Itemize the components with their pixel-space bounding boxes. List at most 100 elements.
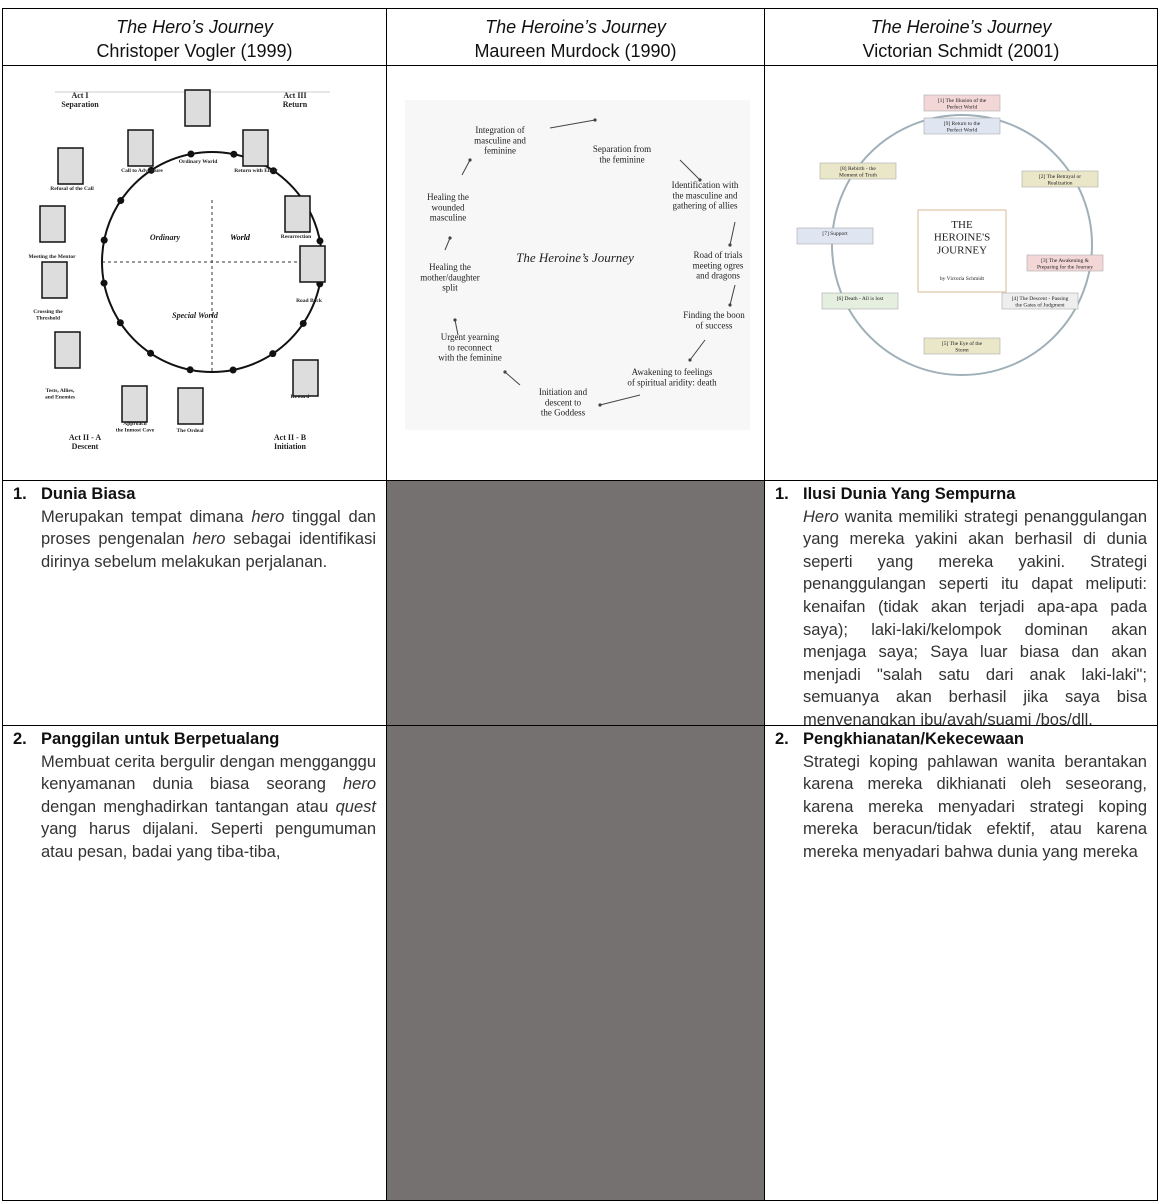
stage-dot <box>117 197 125 205</box>
stage-dot <box>147 166 155 174</box>
diagram-label: Ordinary <box>150 233 181 242</box>
list-item: 2. Panggilan untuk Berpetualang Membuat ce… <box>13 728 376 864</box>
diagram-label: Moment of Truth <box>839 171 877 178</box>
item-heading: Pengkhianatan/Kekecewaan <box>803 730 1025 748</box>
arrow <box>679 159 701 181</box>
murdock-image <box>405 100 750 430</box>
diagram-label: [1] The Illusion of the <box>938 97 987 104</box>
item-number: 1. <box>13 485 27 503</box>
diagram-label: the Inmost Cave <box>116 427 155 433</box>
stage-box <box>796 227 874 245</box>
diagram-label: Refusal of the Call <box>50 186 94 192</box>
arrow <box>454 319 459 336</box>
table-cell <box>386 480 765 726</box>
diagram-label: by Victoria Schmidt <box>940 276 985 282</box>
arrow <box>729 221 736 246</box>
text-run: Hero <box>803 507 839 526</box>
arrow-head <box>698 178 702 182</box>
diagram-label: Approach <box>123 421 146 427</box>
diagram-label: meeting ogres <box>693 260 744 270</box>
arrow-head <box>728 243 732 247</box>
column-author: Christoper Vogler (1999) <box>96 41 293 61</box>
diagram-label: of spiritual aridity: death <box>627 377 717 387</box>
arrow-head <box>688 358 692 362</box>
stage-dot <box>269 350 277 358</box>
column-title: The Heroine’s Journey <box>870 17 1052 37</box>
diagram-label: the Gates of Judgment <box>1015 301 1065 308</box>
stage-card <box>39 205 66 243</box>
stage-card <box>242 129 269 167</box>
stage-box <box>923 337 1001 355</box>
stage-card <box>177 387 204 425</box>
text-run: Strategi koping pahlawan wanita berantak… <box>803 752 1147 861</box>
text-run: hero <box>192 530 226 549</box>
diagram-label: Identification with <box>672 180 739 190</box>
center-box <box>917 209 1007 293</box>
column-title: The Hero’s Journey <box>116 17 273 37</box>
diagram-label: masculine and <box>474 135 526 145</box>
diagram-label: the Goddess <box>541 408 586 418</box>
diagram-label: Act I <box>71 91 88 100</box>
diagram-label: feminine <box>484 146 516 156</box>
diagram-label: [4] The Descent - Passing <box>1012 296 1069 302</box>
item-body: Hero wanita memiliki strategi penanggula… <box>803 506 1147 726</box>
diagram-label: Road Back <box>296 298 323 304</box>
stage-card <box>121 385 148 423</box>
item-number: 1. <box>775 485 789 503</box>
diagram-label: gathering of allies <box>673 201 738 211</box>
stage-box <box>821 292 899 310</box>
stage-dot <box>299 319 307 327</box>
diagram-label: Return with Elixir <box>234 168 278 174</box>
stage-dot <box>229 366 237 374</box>
arrow-head <box>598 403 602 407</box>
diagram-label: the feminine <box>599 154 644 164</box>
diagram-label: Reward <box>291 394 310 400</box>
text-run: Merupakan tempat dimana <box>41 507 252 526</box>
diagram-label: Realization <box>1047 180 1072 186</box>
text-run: hero <box>342 775 376 794</box>
column-author: Victorian Schmidt (2001) <box>862 41 1060 61</box>
diagram-label: the masculine and <box>673 190 738 200</box>
item-heading: Panggilan untuk Berpetualang <box>41 730 280 748</box>
diagram-label: Storm <box>955 347 969 353</box>
diagram-label: Tests, Allies, <box>46 388 75 394</box>
stage-card <box>57 147 84 185</box>
stage-dot <box>116 319 124 327</box>
arrow <box>729 284 736 306</box>
table-cell: 1. Ilusi Dunia Yang Sempurna Hero wanita m… <box>764 480 1158 726</box>
arrow-head <box>503 370 507 374</box>
diagram-label: Separation <box>61 100 99 109</box>
diagram-label: Act III <box>283 91 306 100</box>
text-run: quest <box>335 797 376 816</box>
diagram-label: Act II - A <box>69 433 101 442</box>
diagram-label: Meeting the Mentor <box>28 254 76 260</box>
stage-card <box>184 89 211 127</box>
stage-card <box>292 359 319 397</box>
diagram-label: Initiation <box>274 442 307 451</box>
list-item: 2. Pengkhianatan/Kekecewaan Strategi kopin… <box>775 728 1147 864</box>
diagram-label: The Ordeal <box>176 428 204 434</box>
text-run: wanita memiliki strategi penanggulangan … <box>803 507 1147 726</box>
arrow-head <box>728 303 732 307</box>
arrow <box>689 339 706 361</box>
stage-box <box>1001 292 1079 310</box>
diagram-label: Call to Adventure <box>121 168 163 174</box>
arrow <box>461 159 471 176</box>
stage-dot <box>147 349 155 357</box>
column-title: The Heroine’s Journey <box>485 17 666 37</box>
diagram-label: [3] The Awakening & <box>1041 258 1090 264</box>
text-run: Membuat cerita bergulir dengan menggangg… <box>41 752 376 794</box>
diagram-label: [7] Support <box>822 231 848 237</box>
stage-dot <box>230 150 238 158</box>
stage-box <box>923 117 1001 135</box>
diagram-label: [9] Return to the <box>944 121 981 127</box>
stage-card <box>284 195 311 233</box>
diagram-label: split <box>442 283 458 293</box>
diagram-label: Act II - B <box>274 433 307 442</box>
diagram-label: descent to <box>545 397 582 407</box>
arrow <box>444 237 451 251</box>
arrow <box>549 119 596 129</box>
text-run: hero <box>251 507 285 526</box>
